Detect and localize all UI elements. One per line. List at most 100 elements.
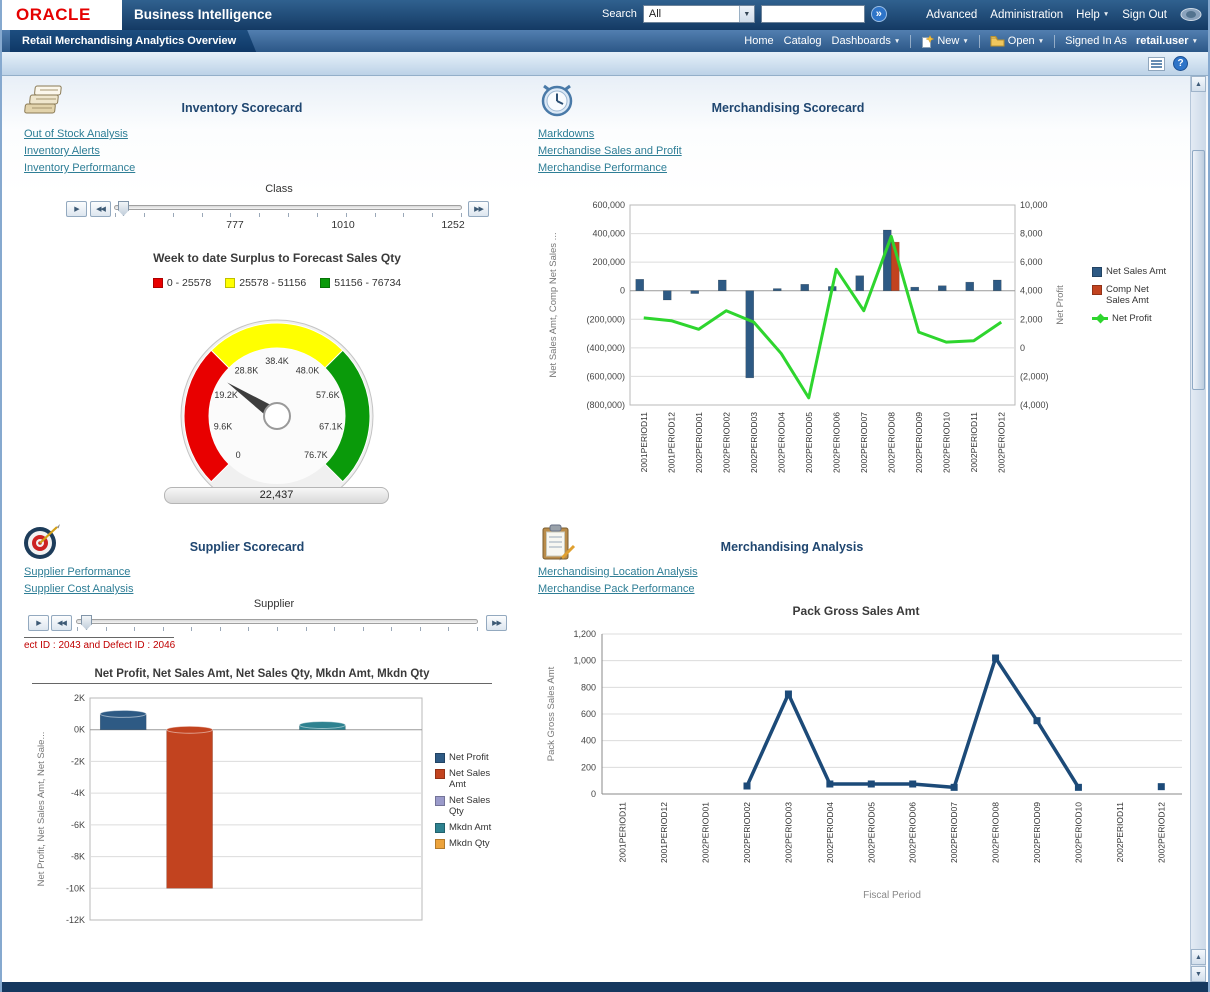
svg-text:2002PERIOD05: 2002PERIOD05 xyxy=(866,802,876,863)
svg-text:600: 600 xyxy=(581,709,596,719)
divider xyxy=(910,34,912,48)
nav-new[interactable]: New ▼ xyxy=(921,34,969,48)
pack-gross-sales-line-chart[interactable]: 0 200 400 600 800 1,000 1,200 2001PERIOD11 2001P… xyxy=(542,620,1192,920)
search-label: Search xyxy=(602,8,637,20)
tab-retail-merchandising-overview[interactable]: Retail Merchandising Analytics Overview xyxy=(10,30,256,52)
legend-swatch xyxy=(435,839,445,849)
scrollbar-thumb[interactable] xyxy=(1192,150,1205,390)
search-input[interactable] xyxy=(760,5,865,23)
supplier-bar-chart[interactable]: 2K 0K -2K -4K -6K -8K -10K -12K Net Profit, Net … xyxy=(32,690,432,940)
svg-text:Pack Gross Sales Amt: Pack Gross Sales Amt xyxy=(546,666,557,761)
scroll-down-button[interactable]: ▼ xyxy=(1191,966,1206,982)
svg-text:2002PERIOD06: 2002PERIOD06 xyxy=(831,412,841,473)
svg-text:2002PERIOD01: 2002PERIOD01 xyxy=(701,802,711,863)
nav-dashboards[interactable]: Dashboards ▼ xyxy=(832,35,901,47)
help-menu[interactable]: Help ▼ xyxy=(1076,9,1109,21)
svg-text:48.0K: 48.0K xyxy=(296,365,320,375)
slider-step-forward-button[interactable]: ▶▶ xyxy=(468,201,489,217)
supplier-slider-handle[interactable] xyxy=(81,615,92,630)
svg-text:2001PERIOD11: 2001PERIOD11 xyxy=(618,802,628,863)
administration-link[interactable]: Administration xyxy=(990,9,1063,21)
link-supplier-performance[interactable]: Supplier Performance xyxy=(24,566,131,578)
page-options-icon[interactable] xyxy=(1148,56,1165,71)
section-title-supplier: Supplier Scorecard xyxy=(189,540,305,554)
slider-play-button[interactable]: ▶ xyxy=(28,615,49,631)
legend-label: Net Profit xyxy=(1112,313,1152,324)
supplier-chart-title: Net Profit, Net Sales Amt, Net Sales Qty… xyxy=(32,668,492,684)
legend-swatch xyxy=(435,769,445,779)
svg-text:200,000: 200,000 xyxy=(592,257,625,267)
svg-text:2002PERIOD11: 2002PERIOD11 xyxy=(969,412,979,473)
nav-home[interactable]: Home xyxy=(744,35,773,47)
header-links: Advanced Administration Help ▼ Sign Out xyxy=(926,8,1202,21)
svg-text:-2K: -2K xyxy=(71,756,85,766)
link-merchandise-pack-performance[interactable]: Merchandise Pack Performance xyxy=(538,583,695,595)
class-slider-handle[interactable] xyxy=(118,201,129,216)
svg-text:-6K: -6K xyxy=(71,820,85,830)
svg-text:2002PERIOD12: 2002PERIOD12 xyxy=(996,412,1006,473)
slider-step-back-button[interactable]: ◀◀ xyxy=(51,615,72,631)
top-bar: ORACLE Business Intelligence Search All … xyxy=(2,0,1208,30)
nav-open[interactable]: Open ▼ xyxy=(990,35,1044,47)
help-label: Help xyxy=(1076,8,1100,21)
svg-text:0: 0 xyxy=(620,286,625,296)
svg-text:(200,000): (200,000) xyxy=(586,314,625,324)
svg-text:6,000: 6,000 xyxy=(1020,257,1043,267)
scroll-up-button[interactable]: ▲ xyxy=(1191,949,1206,965)
search-go-button[interactable]: » xyxy=(870,6,887,22)
svg-text:(400,000): (400,000) xyxy=(586,343,625,353)
status-strip xyxy=(2,982,1208,992)
scroll-up-button[interactable]: ▲ xyxy=(1191,76,1206,92)
sign-out-link[interactable]: Sign Out xyxy=(1122,9,1167,21)
svg-text:2001PERIOD12: 2001PERIOD12 xyxy=(666,412,676,473)
supplier-slider-track[interactable] xyxy=(76,615,478,631)
gauge-value-box: 22,437 xyxy=(164,487,389,504)
legend-label: Net Sales Amt xyxy=(449,768,491,790)
vertical-scrollbar[interactable]: ▲ ▲ ▼ xyxy=(1190,76,1206,982)
legend-label: Net Profit xyxy=(449,752,489,763)
svg-text:Net Profit: Net Profit xyxy=(1055,285,1066,325)
advanced-link[interactable]: Advanced xyxy=(926,9,977,21)
help-icon[interactable]: ? xyxy=(1173,56,1188,71)
svg-text:2002PERIOD03: 2002PERIOD03 xyxy=(783,802,793,863)
dashboard-tab-bar: Retail Merchandising Analytics Overview … xyxy=(2,30,1208,52)
slider-play-button[interactable]: ▶ xyxy=(66,201,87,217)
link-inventory-performance[interactable]: Inventory Performance xyxy=(24,162,136,174)
legend-line-marker xyxy=(1092,313,1108,324)
class-slider-track[interactable]: 777 1010 1252 xyxy=(114,201,465,231)
svg-text:-10K: -10K xyxy=(66,883,85,893)
oracle-badge-icon xyxy=(1180,8,1202,21)
merchandising-scorecard-chart[interactable]: 600,000 400,000 200,000 0 (200,000) (400,000)… xyxy=(547,195,1087,485)
chevron-down-icon[interactable]: ▼ xyxy=(738,6,754,22)
pack-chart-title: Pack Gross Sales Amt xyxy=(792,604,920,618)
slider-step-back-button[interactable]: ◀◀ xyxy=(90,201,111,217)
signed-in-menu[interactable]: Signed In As retail.user ▼ xyxy=(1065,35,1198,47)
link-merchandise-sales-and-profit[interactable]: Merchandise Sales and Profit xyxy=(538,145,682,157)
legend-swatch xyxy=(1092,267,1102,277)
svg-text:400,000: 400,000 xyxy=(592,229,625,239)
svg-text:0: 0 xyxy=(236,450,241,460)
nav-catalog[interactable]: Catalog xyxy=(784,35,822,47)
open-label: Open xyxy=(1007,35,1035,47)
search-scope-select[interactable]: All ▼ xyxy=(642,5,755,23)
svg-text:76.7K: 76.7K xyxy=(304,450,328,460)
slider-tick-label: 777 xyxy=(226,219,244,231)
legend-swatch xyxy=(1092,285,1102,295)
class-prompt-label: Class xyxy=(265,183,293,195)
search-scope-value: All xyxy=(648,8,662,20)
link-out-of-stock-analysis[interactable]: Out of Stock Analysis xyxy=(24,128,128,140)
svg-text:Net Sales Amt, Comp Net Sales: Net Sales Amt, Comp Net Sales ... xyxy=(548,232,559,377)
link-merchandising-location-analysis[interactable]: Merchandising Location Analysis xyxy=(538,566,698,578)
administration-label: Administration xyxy=(990,8,1064,21)
link-merchandise-performance[interactable]: Merchandise Performance xyxy=(538,162,668,174)
link-supplier-cost-analysis[interactable]: Supplier Cost Analysis xyxy=(24,583,134,595)
inventory-gauge-chart[interactable]: 0 9.6K 19.2K 28.8K 38.4K 48.0K 57.6K 67.1K 76.7K xyxy=(147,298,407,498)
oracle-logo: ORACLE xyxy=(16,5,91,24)
link-inventory-alerts[interactable]: Inventory Alerts xyxy=(24,145,100,157)
svg-text:(600,000): (600,000) xyxy=(586,371,625,381)
link-markdowns[interactable]: Markdowns xyxy=(538,128,595,140)
chevron-down-icon: ▼ xyxy=(893,37,901,45)
svg-text:19.2K: 19.2K xyxy=(214,390,238,400)
slider-step-forward-button[interactable]: ▶▶ xyxy=(486,615,507,631)
global-nav: Home Catalog Dashboards ▼ New ▼ Open ▼ Sign… xyxy=(744,30,1198,52)
